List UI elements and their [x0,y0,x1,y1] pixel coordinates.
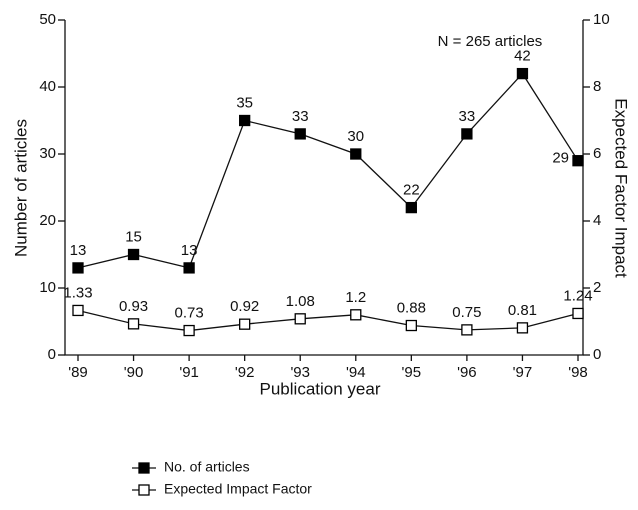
data-label: 0.75 [452,304,481,321]
y-tick-label: 10 [39,279,56,296]
x-tick-label: '95 [402,364,422,381]
y-tick-label: 50 [39,11,56,28]
series-line [77,309,579,332]
marker [516,322,529,334]
y2-axis-label: Expected Factor Impact [612,98,631,278]
data-label: 29 [552,150,569,167]
x-tick-label: '90 [124,364,144,381]
x-tick-label: '98 [568,364,588,381]
x-tick-label: '94 [346,364,366,381]
marker [516,67,529,80]
marker [405,201,417,214]
marker [239,318,251,330]
y-tick-label: 40 [39,78,56,95]
data-label: 1.24 [563,287,592,304]
x-tick-label: '92 [235,364,255,381]
marker [127,248,140,261]
data-label: 13 [181,242,198,259]
marker [72,262,84,274]
x-tick-label: '93 [290,364,310,381]
y2-tick-label: 8 [593,78,601,95]
x-axis-label: Publication year [260,379,381,398]
marker [350,309,362,321]
data-label: 1.2 [345,289,366,306]
x-tick-label: '96 [457,364,477,381]
x-tick-label: '97 [513,364,533,381]
data-label: 0.73 [175,305,204,322]
legend-marker [138,462,150,474]
data-label: 1.33 [63,284,92,301]
y-tick-label: 30 [39,145,56,162]
y-tick-label: 20 [39,212,56,229]
legend-label: Expected Impact Factor [164,481,312,497]
y-tick-label: 0 [48,346,56,363]
marker [239,114,251,127]
marker [350,148,362,160]
marker [294,128,306,140]
x-tick-label: '89 [68,364,88,381]
y2-tick-label: 6 [593,145,601,162]
data-label: 0.93 [119,298,148,315]
marker [183,324,195,337]
data-label: 0.81 [508,302,537,319]
annotation: N = 265 articles [438,33,543,50]
data-label: 30 [347,128,364,145]
data-label: 0.92 [230,298,259,315]
marker [461,128,473,140]
data-label: 0.88 [397,299,426,316]
y2-tick-label: 4 [593,212,601,229]
marker [72,304,84,317]
y2-tick-label: 0 [593,346,601,363]
marker [405,319,417,332]
data-label: 33 [459,108,476,125]
data-label: 22 [403,182,420,199]
data-label: 13 [70,242,87,259]
legend-label: No. of articles [164,459,250,475]
data-label: 33 [292,108,309,125]
data-label: 42 [514,48,531,65]
series-line [77,72,579,269]
data-label: 1.08 [286,293,315,310]
marker [183,262,195,274]
marker [294,313,306,325]
x-tick-label: '91 [179,364,199,381]
marker [572,307,584,320]
legend-marker [138,484,150,496]
y2-tick-label: 10 [593,11,610,28]
data-label: 35 [236,94,253,111]
axes [64,20,584,356]
marker [572,155,584,167]
data-label: 15 [125,228,142,245]
marker [127,318,140,330]
marker [461,324,473,336]
y-axis-label: Number of articles [11,119,30,257]
y2-tick-label: 2 [593,279,601,296]
